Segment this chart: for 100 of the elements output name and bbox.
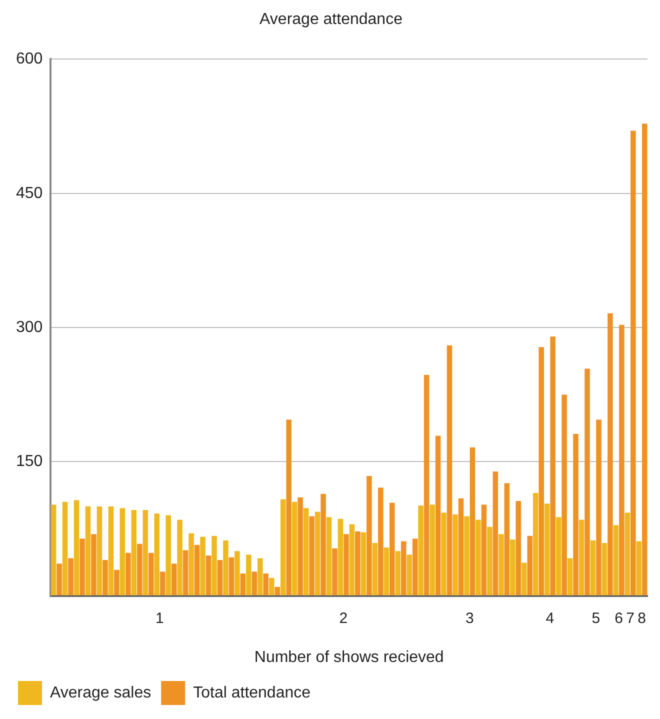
bar xyxy=(596,420,602,596)
bar xyxy=(378,488,384,596)
bar xyxy=(154,514,160,596)
bar xyxy=(68,558,74,596)
bar xyxy=(349,524,355,596)
x-tick-label: 5 xyxy=(592,610,600,627)
bar xyxy=(50,504,56,596)
y-tick-label: 150 xyxy=(16,453,43,470)
bar xyxy=(142,510,148,596)
bar xyxy=(636,541,642,596)
bar xyxy=(510,539,516,596)
bar xyxy=(532,492,538,596)
bar xyxy=(521,562,527,596)
bar xyxy=(332,548,338,596)
x-tick-label: 7 xyxy=(626,610,634,627)
bar xyxy=(280,499,286,596)
bar xyxy=(492,471,498,596)
bar xyxy=(372,543,378,596)
bar xyxy=(326,517,332,596)
bar xyxy=(630,130,636,596)
bar xyxy=(550,336,556,596)
bar xyxy=(246,554,252,596)
bar xyxy=(458,498,464,596)
legend-label: Average sales xyxy=(50,684,152,702)
y-tick-label: 600 xyxy=(16,50,43,68)
bar xyxy=(171,564,177,596)
bar xyxy=(435,436,441,596)
bar xyxy=(584,368,590,596)
x-tick-label: 8 xyxy=(638,610,646,627)
x-tick-label: 1 xyxy=(156,610,164,627)
x-axis-title: Number of shows recieved xyxy=(254,648,444,666)
x-tick-label: 3 xyxy=(465,610,474,627)
bar xyxy=(613,525,619,596)
bar xyxy=(91,534,96,596)
bar xyxy=(102,560,108,596)
bar xyxy=(556,517,562,596)
bar xyxy=(573,434,578,596)
bar xyxy=(206,556,212,596)
bar xyxy=(446,345,452,596)
bar xyxy=(390,502,395,596)
bar xyxy=(188,533,194,596)
bar xyxy=(384,548,390,596)
bar xyxy=(252,572,258,596)
bar xyxy=(624,512,630,596)
bar xyxy=(538,347,544,596)
bar xyxy=(430,504,435,596)
bar xyxy=(527,536,533,596)
bar xyxy=(80,538,85,596)
bar xyxy=(481,504,487,596)
bar xyxy=(108,506,114,596)
bar xyxy=(274,586,280,596)
bar xyxy=(619,324,624,596)
bar xyxy=(212,536,217,596)
bar xyxy=(424,374,430,596)
bar xyxy=(114,570,120,596)
bar xyxy=(602,543,608,596)
bar xyxy=(314,512,320,596)
bar xyxy=(487,526,492,596)
bar xyxy=(137,544,142,596)
bar xyxy=(96,506,102,596)
bar xyxy=(470,447,476,596)
bar xyxy=(120,508,126,596)
bar xyxy=(148,552,154,596)
bar xyxy=(452,514,458,596)
bar xyxy=(355,531,360,596)
bar xyxy=(160,572,166,596)
legend-label: Total attendance xyxy=(193,684,311,702)
bar xyxy=(608,313,613,596)
bar xyxy=(476,520,481,596)
bar xyxy=(642,124,648,596)
bar xyxy=(298,497,303,596)
bar xyxy=(286,420,292,596)
bar xyxy=(412,538,418,596)
bar xyxy=(562,394,567,596)
bar xyxy=(85,506,91,596)
bar xyxy=(498,534,504,596)
bar xyxy=(344,534,349,596)
bar xyxy=(567,558,573,596)
bar xyxy=(320,494,326,596)
bar xyxy=(504,483,510,596)
bar xyxy=(590,540,596,596)
chart-title: Average attendance xyxy=(260,11,403,28)
bar xyxy=(366,476,372,596)
bar xyxy=(303,508,309,596)
bar xyxy=(74,500,80,596)
bar xyxy=(62,502,68,596)
bar xyxy=(258,558,263,596)
bar xyxy=(360,532,366,596)
bar xyxy=(309,516,314,596)
x-tick-label: 2 xyxy=(339,610,348,627)
bar xyxy=(126,552,131,596)
bar xyxy=(223,540,228,596)
bar xyxy=(516,501,522,596)
bar xyxy=(338,518,344,596)
bar xyxy=(217,560,223,596)
bar xyxy=(395,551,401,596)
bar xyxy=(578,520,584,596)
bar xyxy=(177,520,182,596)
bar xyxy=(131,510,137,596)
bar xyxy=(544,504,550,596)
